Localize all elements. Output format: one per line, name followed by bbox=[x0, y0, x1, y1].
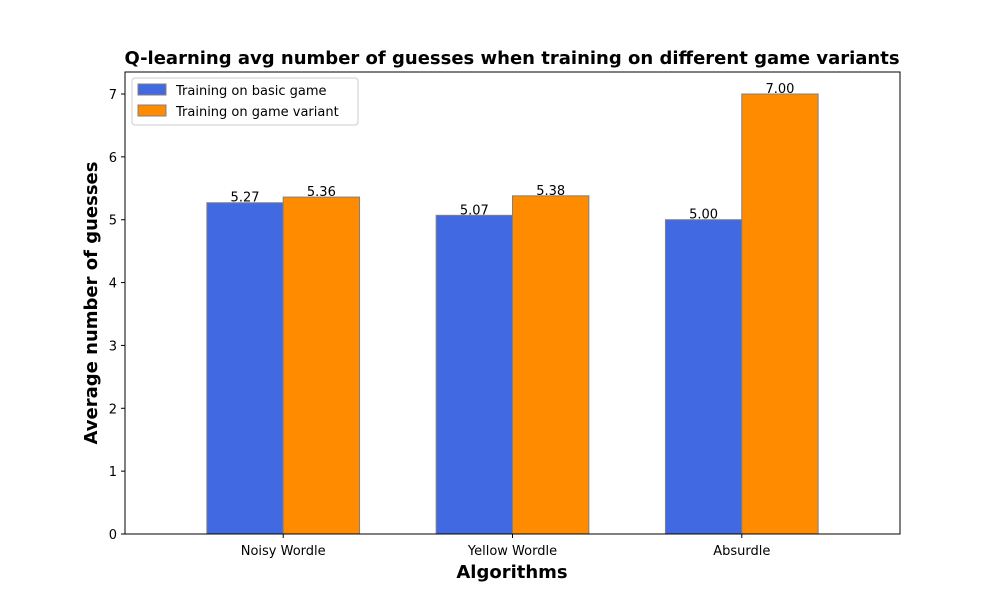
data-label-yellow-wordle-series-1: 5.07 bbox=[460, 203, 489, 218]
y-tick-label-1: 1 bbox=[109, 465, 117, 480]
legend-label-game-variant: Training on game variant bbox=[175, 105, 339, 120]
data-label-noisy-wordle-series-1: 5.27 bbox=[231, 191, 260, 206]
legend-label-basic-game: Training on basic game bbox=[175, 84, 327, 99]
y-axis: 0 1 2 3 4 5 6 7 bbox=[109, 88, 125, 543]
y-tick-label-7: 7 bbox=[109, 88, 117, 103]
bar-absurdle-series-2 bbox=[741, 93, 819, 535]
bar-yellow-wordle-series-2 bbox=[512, 195, 590, 535]
y-tick-label-4: 4 bbox=[109, 277, 117, 292]
data-label-yellow-wordle-series-2: 5.38 bbox=[536, 184, 565, 199]
x-tick-label-absurdle: Absurdle bbox=[713, 544, 770, 559]
data-labels-layer: 5.27 5.36 5.07 5.38 5.00 7.00 bbox=[231, 82, 795, 223]
y-axis-label: Average number of guesses bbox=[81, 162, 102, 445]
y-tick-label-0: 0 bbox=[109, 528, 117, 543]
x-axis-label: Algorithms bbox=[456, 562, 567, 583]
bar-noisy-wordle-series-2 bbox=[282, 196, 361, 535]
legend-box bbox=[131, 77, 359, 126]
data-label-absurdle-series-2: 7.00 bbox=[765, 82, 794, 97]
y-tick-label-2: 2 bbox=[109, 402, 117, 417]
chart-title: Q-learning avg number of guesses when tr… bbox=[124, 48, 899, 69]
bar-absurdle-series-1 bbox=[664, 219, 743, 535]
y-tick-label-5: 5 bbox=[109, 214, 117, 229]
legend: Training on basic game Training on game … bbox=[131, 77, 359, 126]
y-tick-label-6: 6 bbox=[109, 151, 117, 166]
x-tick-label-yellow-wordle: Yellow Wordle bbox=[467, 544, 557, 559]
data-label-noisy-wordle-series-2: 5.36 bbox=[307, 185, 336, 200]
bar-yellow-wordle-series-1 bbox=[435, 214, 513, 535]
legend-swatch-game-variant bbox=[137, 104, 167, 117]
legend-swatch-basic-game bbox=[137, 83, 167, 96]
x-axis: Noisy Wordle Yellow Wordle Absurdle bbox=[241, 534, 770, 559]
bar-noisy-wordle-series-1 bbox=[206, 202, 284, 535]
y-tick-label-3: 3 bbox=[109, 339, 117, 354]
data-label-absurdle-series-1: 5.00 bbox=[689, 208, 718, 223]
x-tick-label-noisy-wordle: Noisy Wordle bbox=[241, 544, 326, 559]
bars-layer bbox=[206, 93, 819, 535]
